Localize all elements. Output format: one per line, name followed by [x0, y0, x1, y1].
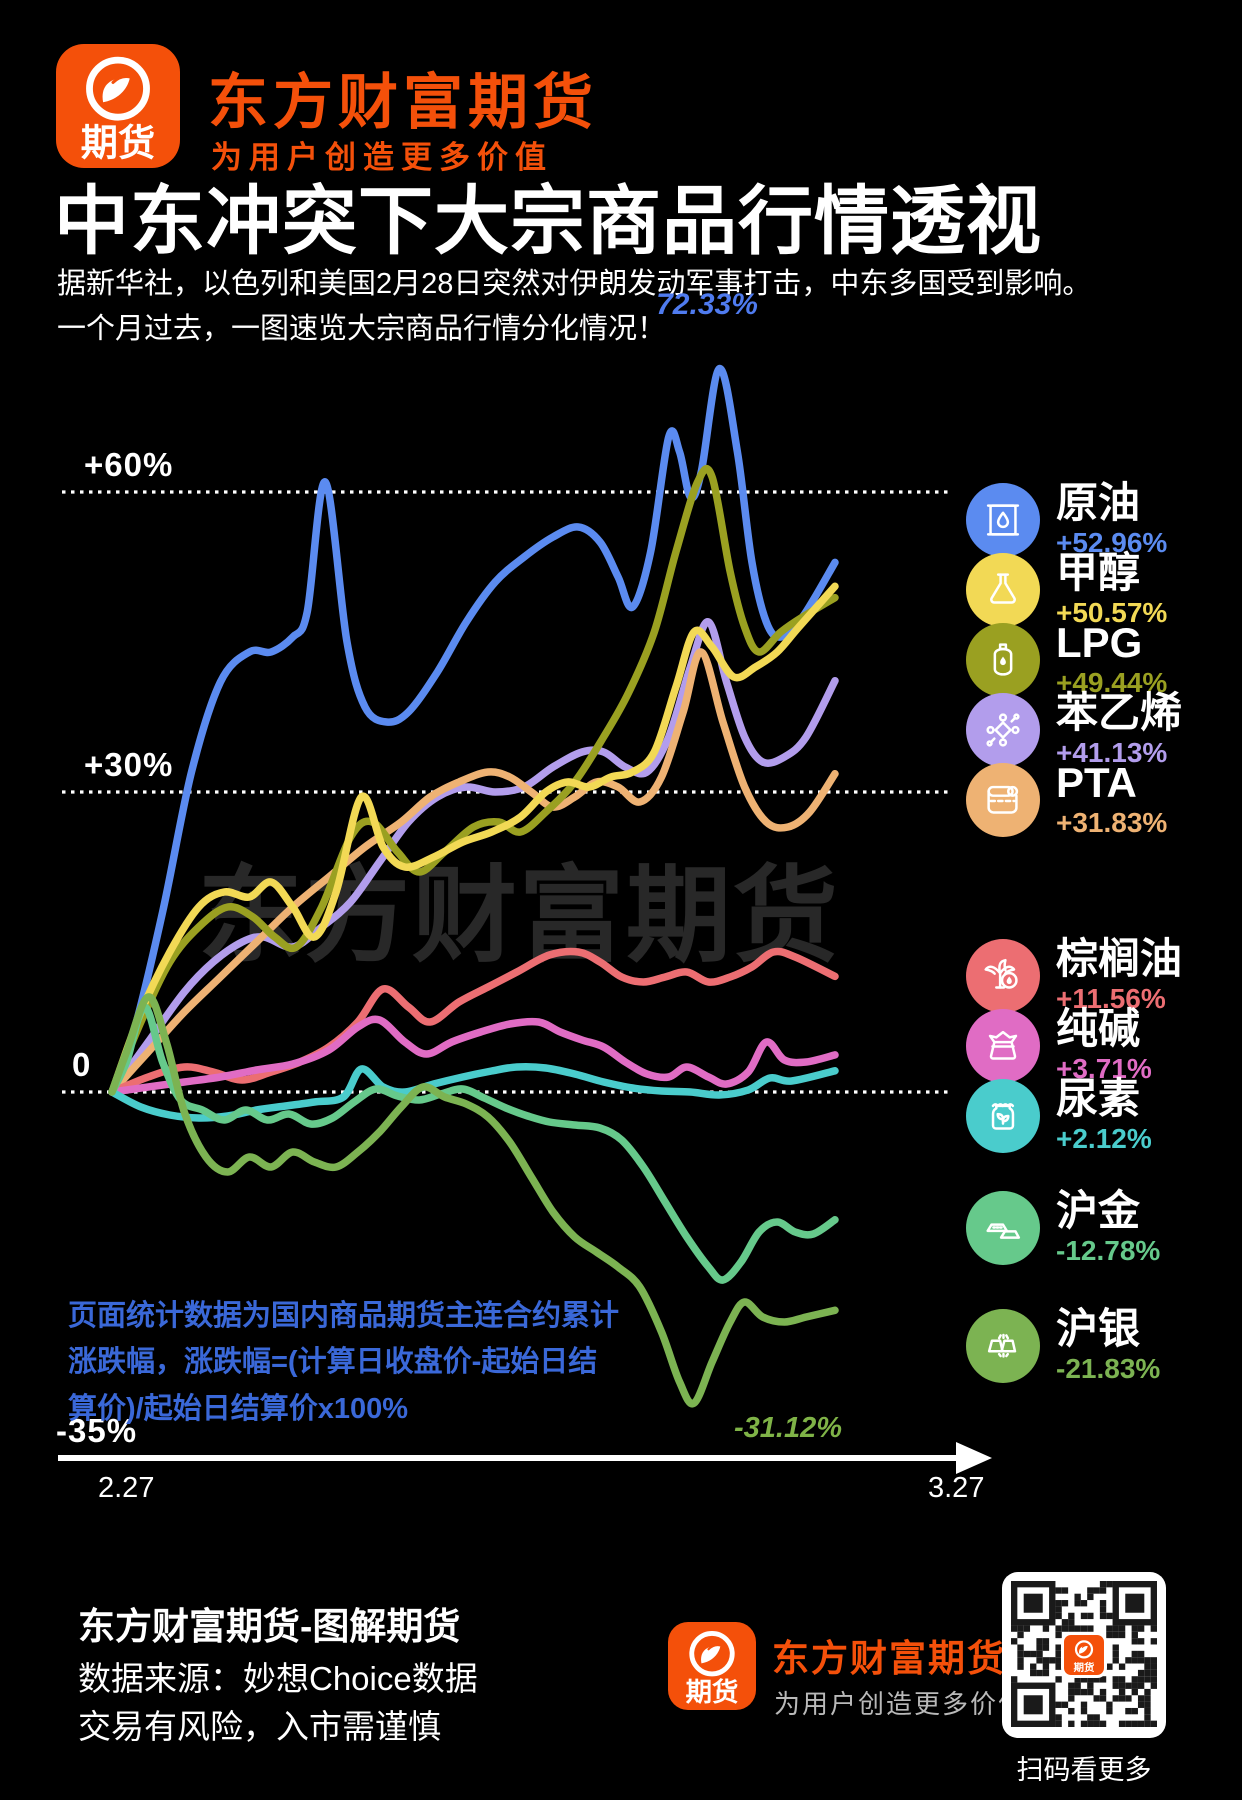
series-line-oil-barrel [108, 364, 839, 1096]
qr-pattern [1011, 1581, 1157, 1727]
legend-name: 原油 [1056, 478, 1141, 526]
grid-label--35: -35% [56, 1412, 138, 1449]
gold-bars-icon [966, 1191, 1040, 1265]
series-line-flask [108, 582, 839, 1096]
legend-text: 原油 +52.96% [1056, 478, 1168, 559]
gas-cylinder-icon [966, 623, 1040, 697]
footer-brand-name: 东方财富期货 [772, 1638, 1006, 1679]
urea-sack-icon [966, 1079, 1040, 1153]
legend-text: LPG +49.44% [1056, 618, 1168, 699]
series-line-soda-bag [108, 1015, 839, 1096]
legend-name: PTA [1056, 758, 1137, 806]
series-line-palm-oil [108, 947, 839, 1096]
legend-text: 甲醇 +50.57% [1056, 548, 1168, 629]
legend-name: 沪银 [1056, 1304, 1141, 1352]
legend-item-gas-cylinder: LPG +49.44% [966, 618, 1168, 699]
legend-name: 苯乙烯 [1056, 688, 1183, 736]
series-line-molecule [108, 618, 839, 1096]
footer-brand-tagline: 为用户创造更多价值 [774, 1689, 1027, 1719]
footer-title: 东方财富期货-图解期货 [78, 1606, 461, 1647]
note-line-2: 涨跌幅，涨跌幅=(计算日收盘价-起始日结 [68, 1346, 598, 1379]
oil-barrel-icon [966, 483, 1040, 557]
legend-text: 苯乙烯 +41.13% [1056, 688, 1183, 769]
legend-text: 沪银 -21.83% [1056, 1304, 1161, 1385]
intro-line-1: 据新华社，以色列和美国2月28日突然对伊朗发动军事打击，中东多国受到影响。 [57, 268, 1092, 300]
legend-item-molecule: 苯乙烯 +41.13% [966, 688, 1183, 769]
watermark: 东方财富期货 [198, 858, 840, 975]
risk-warning-text: 交易有风险，入市需谨慎 [78, 1708, 441, 1745]
legend-change: +2.12% [1056, 1122, 1152, 1154]
legend-item-fabric-roll: PTA +31.83% [966, 758, 1168, 839]
silver-trough-label: -31.12% [733, 1412, 842, 1444]
legend-name: 尿素 [1056, 1074, 1141, 1122]
svg-text:期货: 期货 [1074, 1661, 1095, 1674]
legend-item-flask: 甲醇 +50.57% [966, 548, 1168, 629]
x-axis-end-label: 3.27 [928, 1472, 985, 1504]
legend-change: -12.78% [1056, 1234, 1161, 1266]
legend-name: 甲醇 [1056, 548, 1141, 596]
intro-line-2: 一个月过去，一图速览大宗商品行情分化情况！ [57, 312, 667, 345]
qr-code: 期货 [1002, 1572, 1166, 1738]
footer-app-logo-icon: 期货 [668, 1622, 756, 1710]
legend-change: +52.96% [1056, 526, 1168, 558]
soda-bag-icon [966, 1009, 1040, 1083]
series-line-fabric-roll [108, 648, 839, 1096]
flask-icon [966, 553, 1040, 627]
legend-item-soda-bag: 纯碱 +3.71% [966, 1004, 1152, 1085]
legend-item-palm-oil: 棕榈油 +11.56% [966, 934, 1183, 1015]
qr-caption: 扫码看更多 [1016, 1755, 1152, 1785]
brand-name: 东方财富期货 [208, 69, 598, 136]
legend-change: +31.83% [1056, 806, 1168, 838]
brand-tagline: 为用户创造更多价值 [211, 140, 553, 175]
svg-text:期货: 期货 [81, 122, 155, 164]
legend-name: LPG [1056, 618, 1143, 666]
crude-oil-peak-label: 72.33% [656, 288, 758, 321]
legend-name: 沪金 [1056, 1186, 1141, 1234]
legend-text: 沪金 -12.78% [1056, 1186, 1161, 1267]
silver-ingots-icon [966, 1309, 1040, 1383]
legend-change: -21.83% [1056, 1352, 1161, 1384]
legend-change: +41.13% [1056, 736, 1168, 768]
page-title: 中东冲突下大宗商品行情透视 [54, 179, 1043, 263]
legend-text: PTA +31.83% [1056, 758, 1168, 839]
fabric-roll-icon [966, 763, 1040, 837]
legend-text: 棕榈油 +11.56% [1056, 934, 1183, 1015]
qr-center-logo-icon: 期货 [1061, 1632, 1107, 1678]
note-line-1: 页面统计数据为国内商品期货主连合约累计 [68, 1300, 620, 1332]
grid-label-60: +60% [84, 446, 174, 483]
x-axis-arrow-icon [956, 1442, 992, 1474]
palm-oil-icon [966, 939, 1040, 1013]
legend-change: +11.56% [1056, 982, 1166, 1014]
series-line-gold-bars [108, 1003, 839, 1284]
svg-text:期货: 期货 [686, 1677, 739, 1707]
legend-change: +3.71% [1056, 1052, 1152, 1084]
legend-item-silver-ingots: 沪银 -21.83% [966, 1304, 1161, 1385]
x-axis-start-label: 2.27 [98, 1472, 155, 1504]
legend-name: 纯碱 [1056, 1004, 1141, 1052]
grid-label-0: 0 [72, 1046, 92, 1083]
note-line-3: 算价)/起始日结算价x100% [68, 1392, 409, 1425]
legend-name: 棕榈油 [1056, 934, 1183, 982]
series-line-gas-cylinder [108, 464, 839, 1096]
data-source-text: 数据来源：妙想Choice数据 [78, 1660, 478, 1697]
series-line-urea-sack [108, 1063, 839, 1122]
legend-text: 纯碱 +3.71% [1056, 1004, 1152, 1085]
legend-text: 尿素 +2.12% [1056, 1074, 1152, 1155]
grid-label-30: +30% [84, 746, 174, 783]
legend-change: +49.44% [1056, 666, 1168, 698]
methodology-note: 页面统计数据为国内商品期货主连合约累计 涨跌幅，涨跌幅=(计算日收盘价-起始日结… [68, 1293, 668, 1432]
intro-text: 据新华社，以色列和美国2月28日突然对伊朗发动军事打击，中东多国受到影响。 一个… [57, 262, 1091, 352]
legend-item-oil-barrel: 原油 +52.96% [966, 478, 1168, 559]
futures-app-logo-icon: 期货 [56, 44, 180, 168]
legend-item-gold-bars: 沪金 -12.78% [966, 1186, 1161, 1267]
legend-change: +50.57% [1056, 596, 1168, 628]
legend-item-urea-sack: 尿素 +2.12% [966, 1074, 1152, 1155]
molecule-icon [966, 693, 1040, 767]
